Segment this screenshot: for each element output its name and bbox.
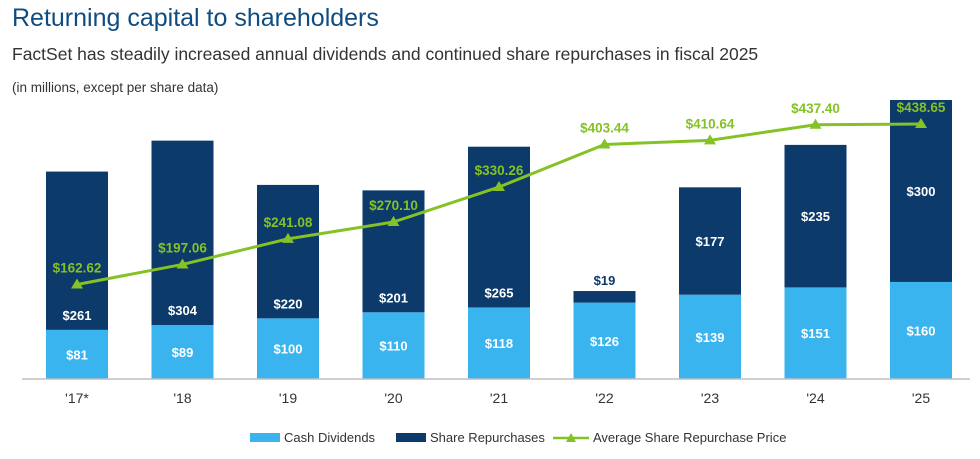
legend-label-price: Average Share Repurchase Price: [593, 430, 787, 445]
repurchase-label: $201: [379, 290, 408, 305]
x-tick-label: '25: [912, 390, 930, 406]
price-label: $330.26: [475, 163, 524, 178]
x-tick-label: '24: [806, 390, 824, 406]
repurchase-label: $265: [485, 285, 514, 300]
price-label: $162.62: [53, 260, 102, 275]
dividend-label: $151: [801, 326, 830, 341]
legend-line-icon: [553, 432, 589, 442]
dividend-label: $110: [379, 339, 407, 354]
price-label: $197.06: [158, 240, 207, 255]
price-label: $437.40: [791, 101, 840, 116]
ticks-layer: '17* '18 '19 '20 '21 '22 '23 '24 '25: [65, 390, 930, 406]
bar-dividends: [573, 302, 636, 379]
bar-repurchases: [468, 146, 530, 308]
line-layer: [71, 118, 927, 289]
legend-label-repurchases: Share Repurchases: [430, 430, 545, 445]
bar-dividends: [890, 281, 952, 379]
bar-dividends: [679, 294, 741, 379]
bar-dividends: [362, 312, 425, 379]
x-tick-label: '23: [701, 390, 719, 406]
price-label: $270.10: [369, 198, 418, 213]
price-marker: [598, 138, 611, 149]
price-marker: [71, 278, 83, 289]
dividend-label: $118: [485, 336, 513, 351]
legend-item-repurchases: Share Repurchases: [396, 430, 545, 445]
dividend-label: $89: [172, 345, 194, 360]
dividend-label: $100: [274, 342, 303, 357]
price-marker: [493, 181, 505, 192]
repurchase-label: $300: [907, 184, 936, 199]
price-marker: [282, 232, 294, 243]
legend-label-dividends: Cash Dividends: [284, 430, 376, 445]
bar-repurchases: [784, 144, 847, 288]
repurchase-label: $177: [696, 234, 725, 249]
bar-repurchases: [679, 187, 741, 295]
bar-repurchases: [151, 140, 214, 326]
price-label: $438.65: [897, 100, 946, 115]
x-tick-label: '17*: [65, 390, 89, 406]
repurchase-label: $304: [168, 303, 198, 318]
bar-dividends: [257, 318, 319, 379]
dividend-label: $139: [696, 330, 725, 345]
price-marker: [704, 134, 716, 145]
repurchase-label: $19: [594, 273, 616, 288]
units-note: (in millions, except per share data): [12, 80, 219, 95]
price-marker: [915, 118, 927, 129]
bar-repurchases: [573, 291, 636, 303]
legend: Cash Dividends Share Repurchases Average…: [0, 430, 980, 450]
legend-swatch-dividends: [250, 433, 280, 442]
x-tick-label: '19: [279, 390, 297, 406]
x-tick-label: '22: [595, 390, 613, 406]
dividend-label: $126: [590, 334, 619, 349]
labels-layer: $81 $261 $89 $304 $100 $220 $110 $201 $118 $265 $1…: [53, 100, 946, 362]
x-tick-label: '20: [384, 390, 402, 406]
legend-swatch-repurchases: [396, 433, 426, 442]
bar-dividends: [468, 307, 530, 379]
page-subtitle: FactSet has steadily increased annual di…: [12, 44, 759, 64]
bar-repurchases: [46, 171, 108, 330]
price-label: $241.08: [264, 215, 313, 230]
bar-dividends: [784, 287, 847, 379]
bars-layer: [46, 100, 952, 379]
legend-item-price: Average Share Repurchase Price: [553, 430, 786, 445]
dividend-label: $81: [66, 347, 88, 362]
price-marker: [176, 258, 189, 269]
bar-dividends: [46, 329, 108, 379]
bar-dividends: [151, 325, 214, 379]
repurchase-label: $220: [274, 296, 303, 311]
page-title: Returning capital to shareholders: [12, 4, 379, 32]
repurchase-label: $235: [801, 209, 830, 224]
bar-repurchases: [890, 100, 952, 282]
repurchase-label: $261: [63, 308, 92, 323]
bar-repurchases: [362, 190, 425, 313]
price-label: $403.44: [580, 121, 629, 136]
x-tick-label: '21: [490, 390, 508, 406]
bar-repurchases: [257, 184, 319, 319]
price-marker: [809, 118, 822, 129]
x-tick-label: '18: [173, 390, 191, 406]
dividend-label: $160: [907, 323, 936, 338]
legend-item-dividends: Cash Dividends: [250, 430, 375, 445]
price-label: $410.64: [686, 116, 735, 131]
price-marker: [387, 216, 400, 227]
